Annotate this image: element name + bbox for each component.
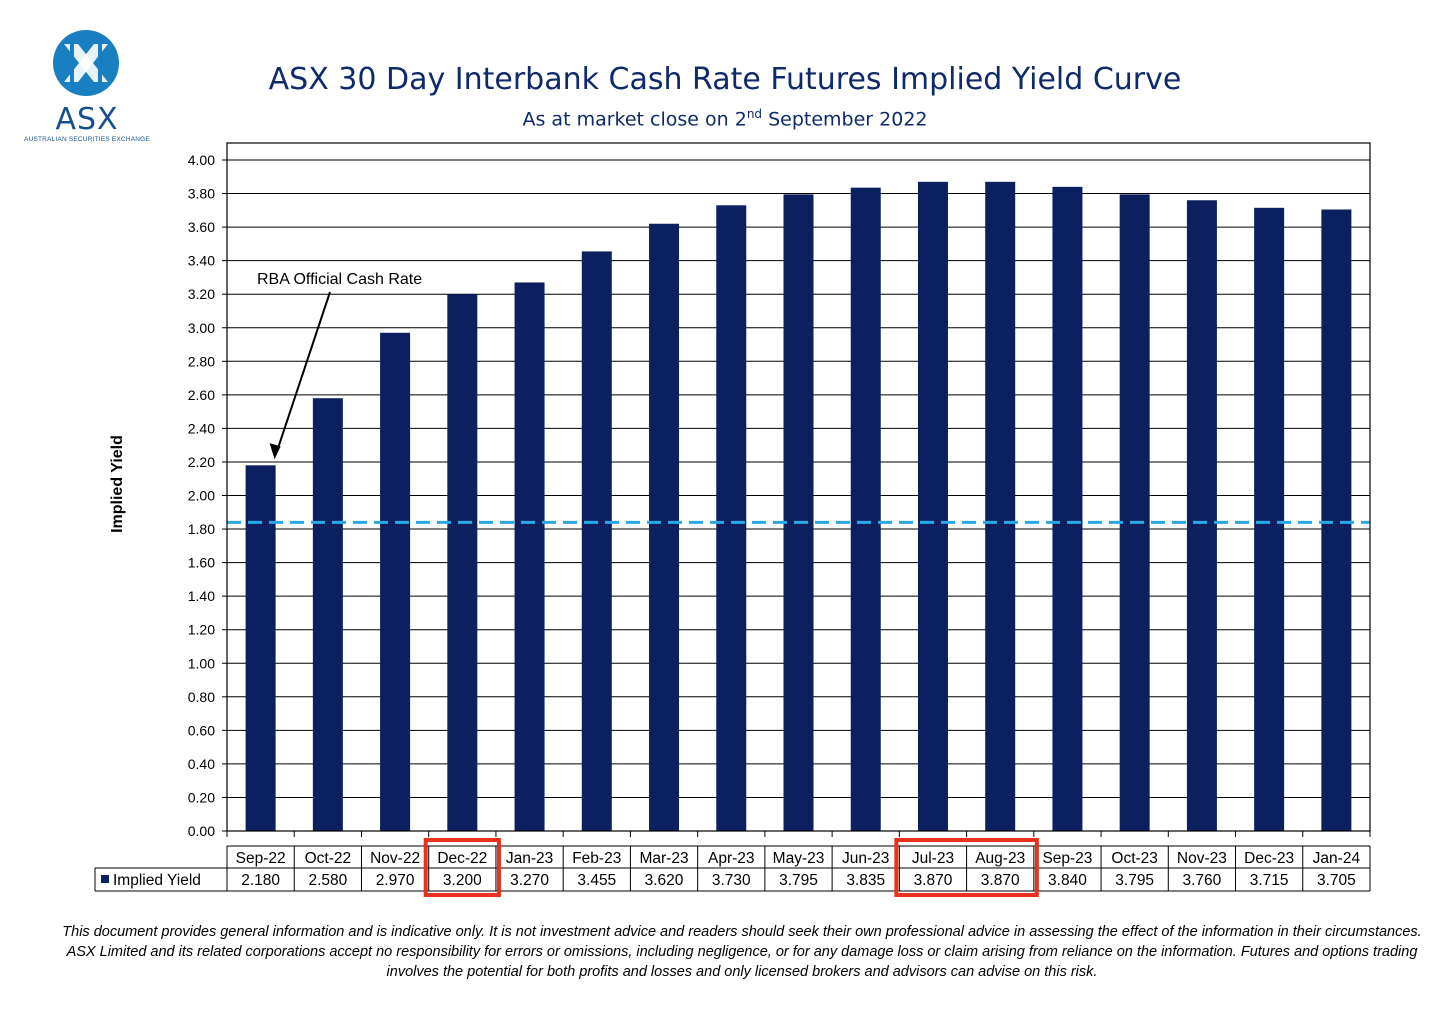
y-tick-label: 0.60 xyxy=(188,722,215,738)
bars xyxy=(245,181,1352,832)
bar-may-23 xyxy=(783,194,814,832)
bar-dec-23 xyxy=(1254,207,1285,832)
highlight-box xyxy=(894,838,1039,897)
y-tick-label: 3.60 xyxy=(188,219,215,235)
bar-jun-23 xyxy=(850,187,881,831)
chart-subtitle: As at market close on 2nd September 2022 xyxy=(0,107,1450,130)
data-label: 3.870 xyxy=(914,872,953,889)
x-tick-label: Jan-23 xyxy=(506,850,553,867)
highlight-box xyxy=(423,838,501,897)
y-tick-label: 3.80 xyxy=(188,186,215,202)
x-tick-label: Apr-23 xyxy=(708,850,755,867)
disclaimer: This document provides general informati… xyxy=(62,924,1422,980)
y-tick-label: 2.60 xyxy=(188,387,215,403)
data-label: 3.760 xyxy=(1183,872,1222,889)
x-tick-label: Jul-23 xyxy=(912,850,954,867)
bar-jul-23 xyxy=(917,181,948,831)
data-label: 3.795 xyxy=(779,872,818,889)
data-label: 3.270 xyxy=(510,872,549,889)
bar-feb-23 xyxy=(581,251,612,831)
bar-oct-22 xyxy=(312,398,343,831)
y-tick-label: 3.00 xyxy=(188,320,215,336)
y-tick-label: 2.20 xyxy=(188,454,215,470)
x-tick-label: Oct-22 xyxy=(305,850,352,867)
bar-nov-23 xyxy=(1186,200,1217,831)
x-tick-label: Feb-23 xyxy=(572,850,621,867)
data-label: 2.180 xyxy=(241,872,280,889)
data-label: 3.870 xyxy=(981,872,1020,889)
y-tick-label: 2.40 xyxy=(188,420,215,436)
highlight-boxes xyxy=(423,838,1039,897)
chart-title: ASX 30 Day Interbank Cash Rate Futures I… xyxy=(268,62,1182,97)
y-tick-label: 0.40 xyxy=(188,756,215,772)
plot-frame xyxy=(226,142,1371,837)
data-label: 3.200 xyxy=(443,872,482,889)
data-label: 3.840 xyxy=(1048,872,1087,889)
y-axis-ticks: 0.00 0.20 0.40 0.60 0.80 1.00 1.20 1.40 1.60 1.80… xyxy=(188,152,227,839)
data-label: 3.835 xyxy=(846,872,885,889)
x-tick-label: Dec-22 xyxy=(437,850,487,867)
x-tick-label: Nov-23 xyxy=(1177,850,1227,867)
y-tick-label: 3.40 xyxy=(188,253,215,269)
x-tick-label: May-23 xyxy=(773,850,825,867)
data-label: 2.970 xyxy=(376,872,415,889)
x-tick-label: Dec-23 xyxy=(1244,850,1294,867)
y-tick-label: 2.80 xyxy=(188,353,215,369)
plot-border xyxy=(226,142,1371,832)
y-tick-label: 1.40 xyxy=(188,588,215,604)
legend-swatch xyxy=(101,875,109,883)
bar-nov-22 xyxy=(380,332,411,831)
data-label: 3.715 xyxy=(1250,872,1289,889)
bar-oct-23 xyxy=(1119,194,1150,832)
data-label: 3.455 xyxy=(577,872,616,889)
data-table: Sep-22 2.180 Oct-22 2.580 Nov-22 2.970 Dec-22 3… xyxy=(94,845,1371,892)
data-label: 3.795 xyxy=(1115,872,1154,889)
subtitle-text: As at market close on 2 xyxy=(522,108,747,131)
data-label: 3.705 xyxy=(1317,872,1356,889)
legend-label: Implied Yield xyxy=(113,872,201,889)
x-tick-label: Jan-24 xyxy=(1313,850,1361,867)
y-tick-label: 1.80 xyxy=(188,521,215,537)
y-tick-label: 3.20 xyxy=(188,286,215,302)
y-tick-label: 0.00 xyxy=(188,823,215,839)
y-tick-label: 1.60 xyxy=(188,555,215,571)
data-label: 2.580 xyxy=(308,872,347,889)
data-label: 3.620 xyxy=(645,872,684,889)
bar-apr-23 xyxy=(716,205,747,832)
y-tick-label: 2.00 xyxy=(188,488,215,504)
bar-dec-22 xyxy=(447,294,478,831)
y-tick-label: 1.20 xyxy=(188,622,215,638)
x-tick-label: Sep-22 xyxy=(236,850,286,867)
asx-logo: ASX AUSTRALIAN SECURITIES EXCHANGE xyxy=(22,30,152,150)
bar-sep-23 xyxy=(1052,186,1083,832)
subtitle-superscript: nd xyxy=(746,107,763,121)
logo-subtext: AUSTRALIAN SECURITIES EXCHANGE xyxy=(24,136,150,143)
annotation-label: RBA Official Cash Rate xyxy=(257,271,422,288)
data-label: 3.730 xyxy=(712,872,751,889)
annotation-arrow-line xyxy=(276,291,331,450)
y-tick-label: 4.00 xyxy=(188,152,215,168)
x-tick-label: Mar-23 xyxy=(639,850,688,867)
subtitle-date: September 2022 xyxy=(762,108,928,131)
bar-jan-23 xyxy=(514,282,545,831)
bar-mar-23 xyxy=(649,223,680,831)
x-tick-label: Oct-23 xyxy=(1111,850,1158,867)
x-tick-label: Aug-23 xyxy=(975,850,1025,867)
logo-text: ASX xyxy=(55,102,119,137)
annotation: RBA Official Cash Rate xyxy=(257,271,422,460)
bar-sep-22 xyxy=(245,465,276,831)
x-tick-label: Jun-23 xyxy=(842,850,889,867)
bar-aug-23 xyxy=(985,181,1016,831)
annotation-arrowhead xyxy=(269,443,281,460)
y-tick-label: 0.20 xyxy=(188,789,215,805)
y-tick-label: 1.00 xyxy=(188,655,215,671)
y-tick-label: 0.80 xyxy=(188,689,215,705)
x-tick-label: Nov-22 xyxy=(370,850,420,867)
x-tick-label: Sep-23 xyxy=(1042,850,1092,867)
bar-jan-24 xyxy=(1321,209,1352,831)
asx-logo-icon xyxy=(53,30,119,96)
y-axis-label: Implied Yield xyxy=(109,435,126,533)
